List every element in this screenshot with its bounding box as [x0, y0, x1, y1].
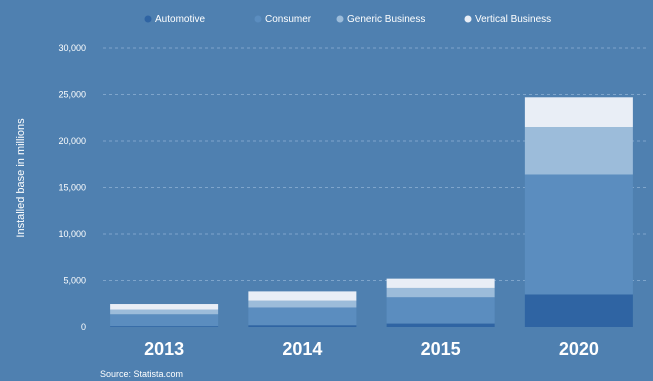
bar-generic-business-2015	[386, 287, 495, 298]
bar-automotive-2014	[248, 325, 357, 327]
y-tick-label: 25,000	[58, 90, 86, 100]
y-tick-label: 10,000	[58, 229, 86, 239]
bar-automotive-2015	[386, 323, 495, 327]
y-tick-label: 15,000	[58, 183, 86, 193]
bar-vertical-business-2013	[110, 304, 219, 310]
legend-marker-automotive	[144, 15, 152, 23]
bar-generic-business-2020	[524, 127, 633, 175]
legend-label-generic-business: Generic Business	[347, 14, 425, 25]
bar-vertical-business-2014	[248, 291, 357, 301]
bar-consumer-2015	[386, 297, 495, 324]
legend-label-automotive: Automotive	[155, 14, 205, 25]
x-tick-label: 2020	[559, 339, 599, 359]
x-axis-ticks: 2013 2014 2015 2020	[144, 339, 599, 359]
legend-marker-vertical-business	[464, 15, 472, 23]
legend-label-vertical-business: Vertical Business	[475, 14, 551, 25]
legend-label-consumer: Consumer	[265, 14, 312, 25]
bar-automotive-2020	[524, 294, 633, 327]
bar-automotive-2013	[110, 326, 219, 327]
x-tick-label: 2015	[421, 339, 461, 359]
grid	[103, 47, 648, 281]
bar-consumer-2014	[248, 307, 357, 326]
y-tick-label: 20,000	[58, 136, 86, 146]
y-tick-label: 5,000	[63, 276, 86, 286]
bar-vertical-business-2020	[524, 97, 633, 128]
legend: Automotive Consumer Generic Business Vertic…	[144, 14, 551, 25]
source-note: Source: Statista.com	[100, 369, 183, 379]
y-tick-label: 30,000	[58, 43, 86, 53]
y-tick-label: 0	[81, 322, 86, 332]
y-axis-ticks: 0 5,000 10,000 15,000 20,000 25,000 30,000	[58, 43, 86, 332]
x-tick-label: 2014	[282, 339, 322, 359]
legend-marker-consumer	[254, 15, 262, 23]
bar-consumer-2020	[524, 174, 633, 295]
x-tick-label: 2013	[144, 339, 184, 359]
bar-generic-business-2014	[248, 300, 357, 308]
bar-generic-business-2013	[110, 309, 219, 315]
bars	[110, 97, 633, 327]
bar-vertical-business-2015	[386, 278, 495, 288]
bar-consumer-2013	[110, 314, 219, 327]
legend-marker-generic-business	[336, 15, 344, 23]
y-axis-label: Installed base in millions	[15, 118, 27, 238]
